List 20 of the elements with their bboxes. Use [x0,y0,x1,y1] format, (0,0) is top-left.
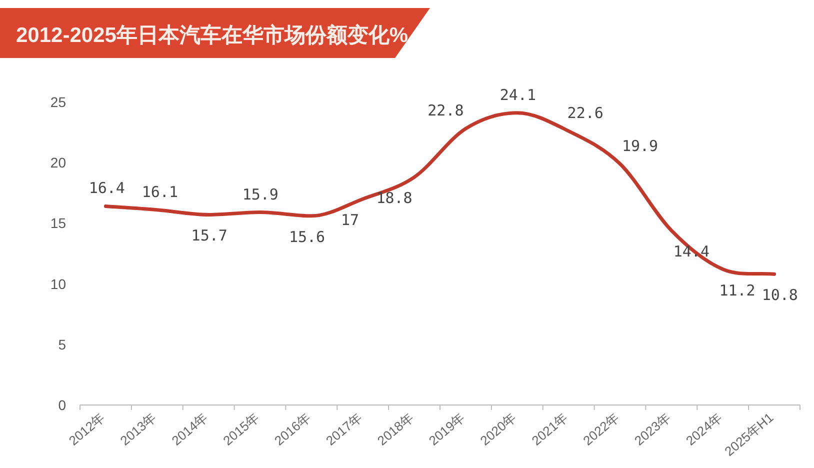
data-label: 18.8 [376,189,412,208]
data-label: 17 [341,210,360,229]
data-label: 22.6 [567,104,604,122]
y-tick-label: 15 [50,215,66,232]
y-tick-label: 25 [50,94,66,110]
chart-title: 2012-2025年日本汽车在华市场份额变化% [16,23,408,47]
y-tick-label: 5 [58,336,66,352]
data-label: 15.6 [288,228,326,246]
data-label: 22.8 [428,102,464,120]
y-tick-label: 0 [58,397,66,413]
data-label: 19.9 [622,136,658,155]
data-label: 10.8 [762,286,798,304]
data-label: 15.7 [191,226,228,245]
data-label: 15.9 [242,185,278,204]
data-label: 16.4 [88,179,125,198]
data-label: 24.1 [500,86,536,104]
y-tick-label: 10 [50,276,66,292]
y-tick-label: 20 [50,154,66,171]
data-label: 11.2 [719,281,756,300]
data-label: 16.1 [142,182,178,201]
